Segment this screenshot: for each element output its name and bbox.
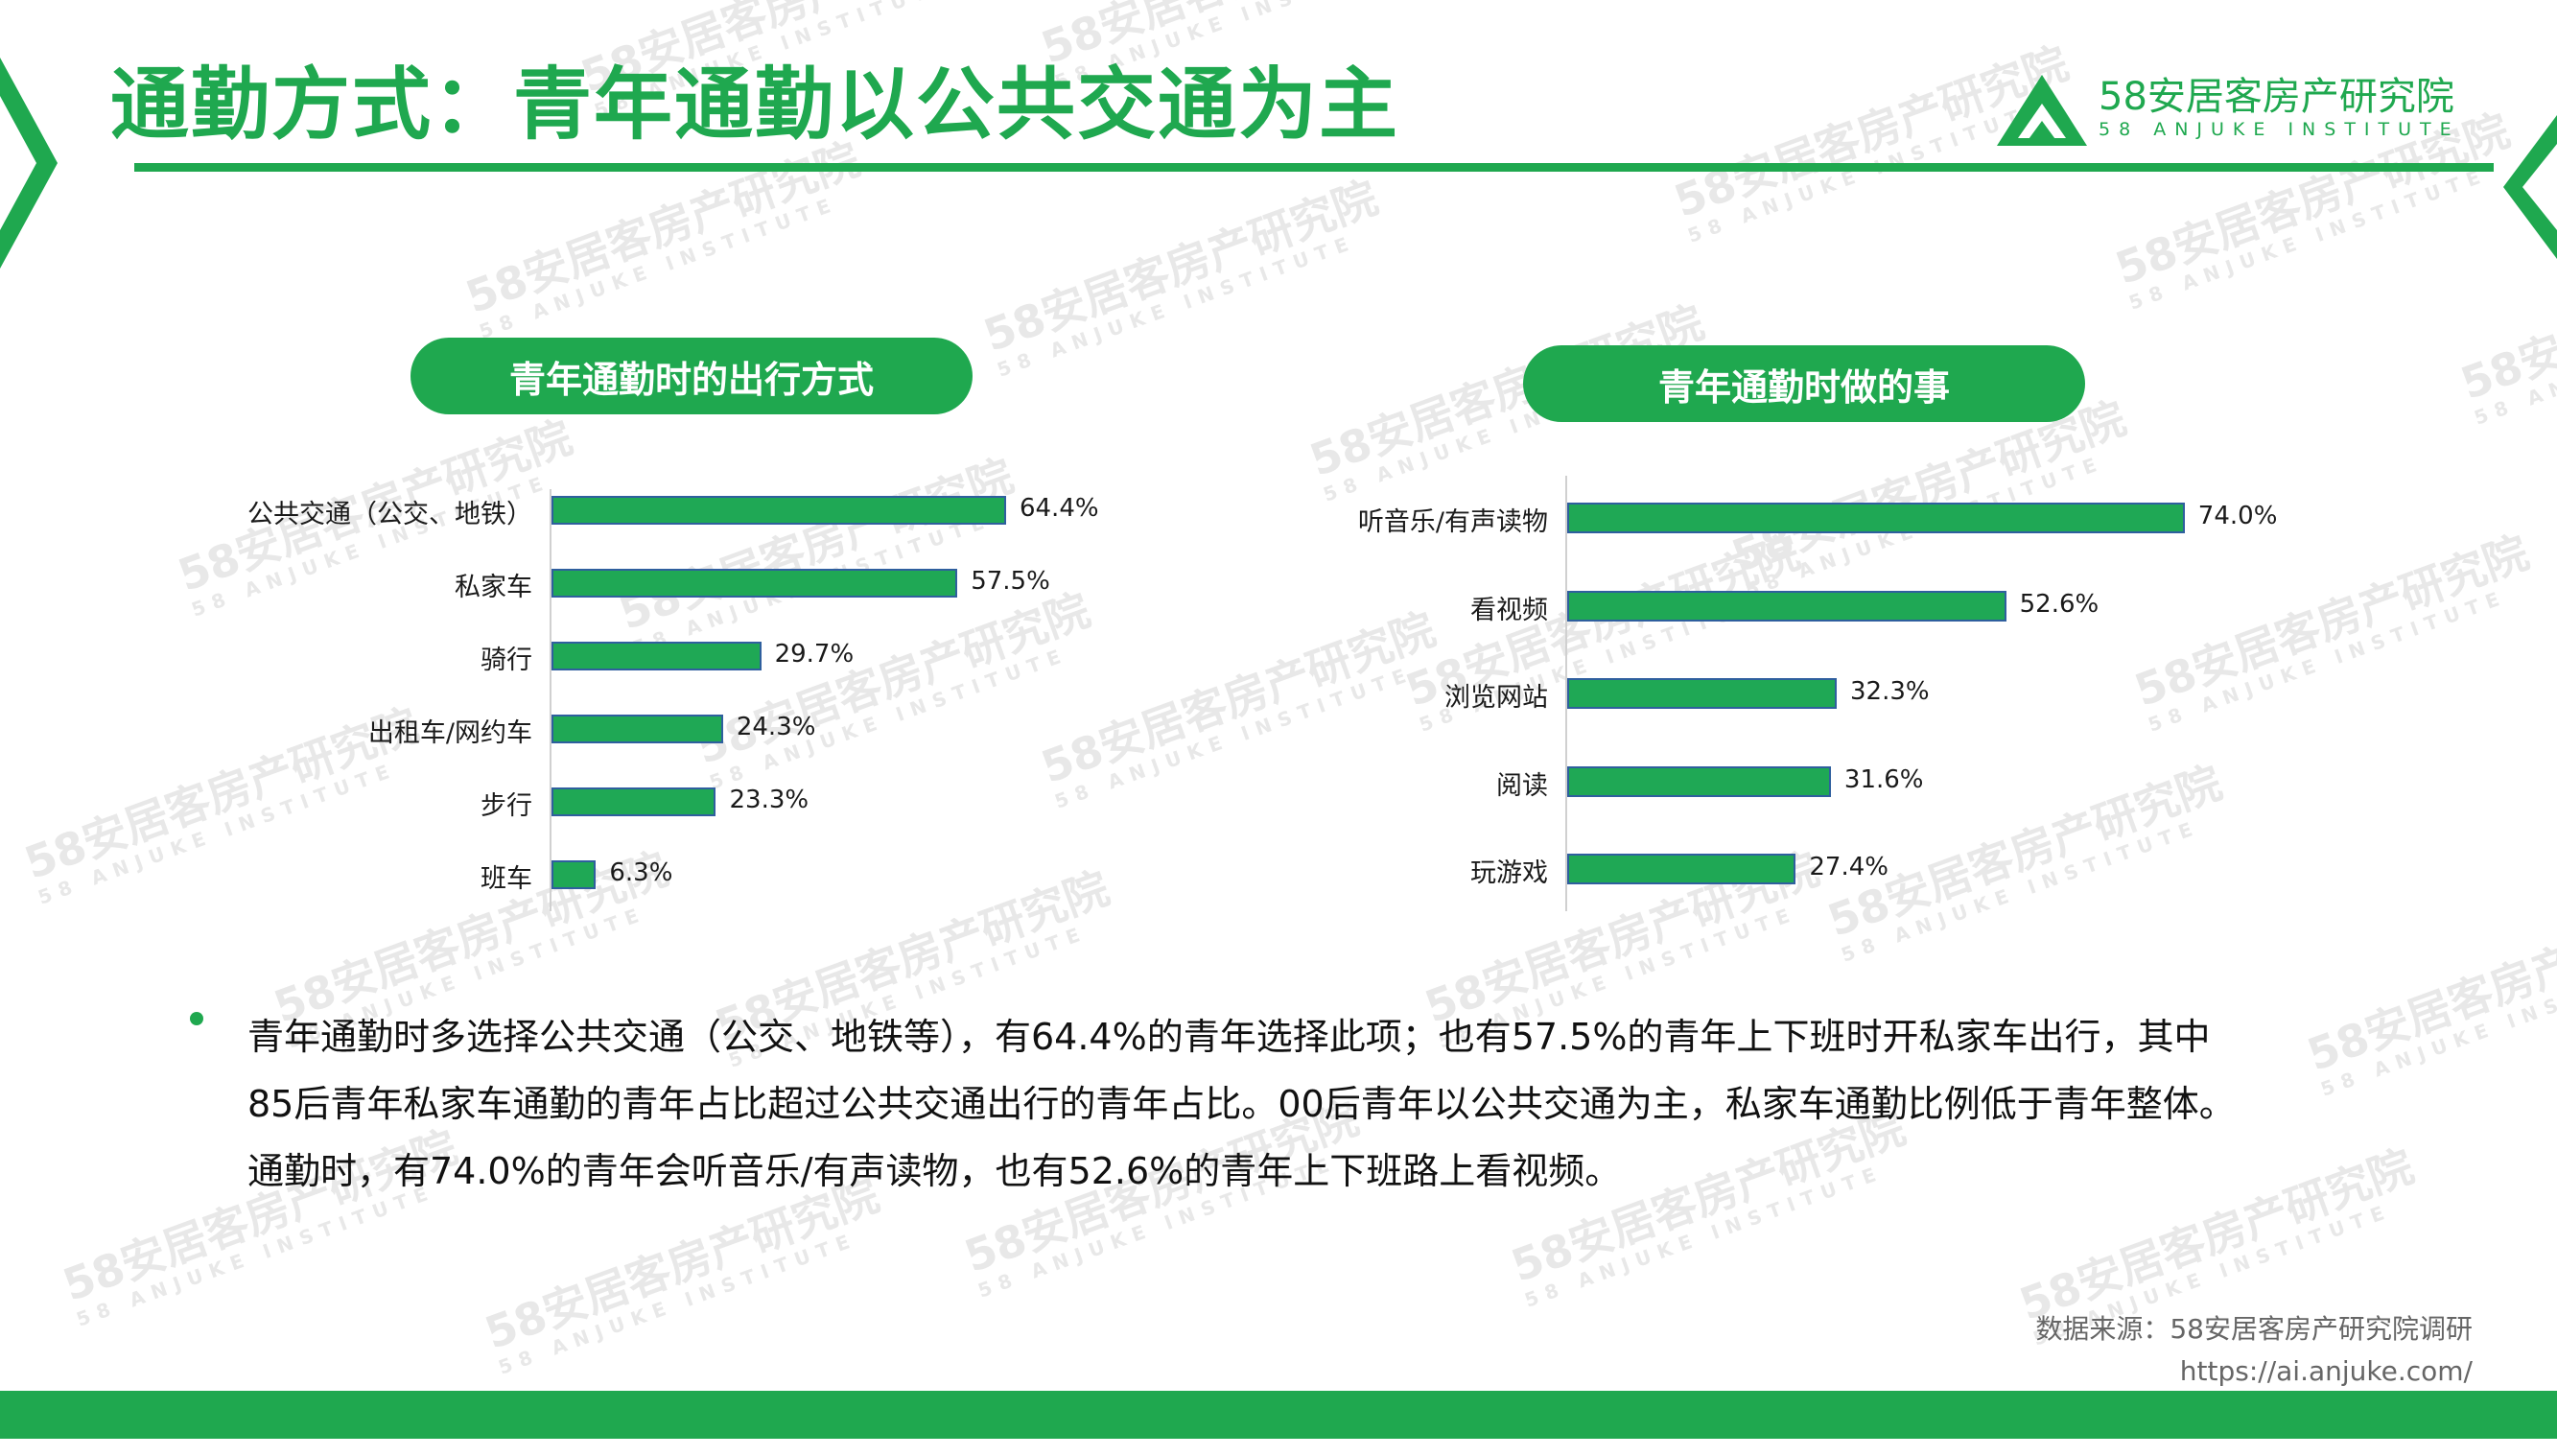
anjuke-logo-icon [1997,75,2087,146]
bar [551,715,723,743]
chart-commute-mode: 公共交通（公交、地铁） 64.4% 私家车 57.5% 骑行 29.7% 出租车/网约车 24… [144,480,1199,911]
bar [551,787,716,816]
category-label: 步行 [481,791,532,821]
bar [551,860,597,889]
chart-axis-line [550,489,551,911]
right-chevron-decoration [2503,115,2557,259]
data-label: 24.3% [736,713,816,741]
category-label: 公共交通（公交、地铁） [247,500,532,529]
page-title: 通勤方式：青年通勤以公共交通为主 [110,59,1400,151]
bar [551,496,1006,525]
bar [1567,678,1837,709]
chart-commute-activities: 听音乐/有声读物 74.0% 看视频 52.6% 浏览网站 32.3% 阅读 31.6% 玩游戏… [1247,476,2302,911]
bar [551,569,958,598]
logo-subtitle: 58 ANJUKE INSTITUTE [2099,119,2460,140]
data-label: 23.3% [729,786,809,814]
data-source: 数据来源：58安居客房产研究院调研 https://ai.anjuke.com/ [2035,1308,2473,1393]
logo-name: 58安居客房产研究院 [2099,75,2454,119]
data-label: 32.3% [1850,677,1930,706]
note-bullet-icon [190,1012,203,1025]
category-label: 出租车/网约车 [367,718,532,748]
category-label: 看视频 [1470,595,1548,625]
data-label: 29.7% [774,640,855,669]
category-label: 阅读 [1496,770,1548,801]
source-line: 数据来源：58安居客房产研究院调研 [2035,1313,2473,1345]
category-label: 浏览网站 [1444,683,1548,713]
data-label: 31.6% [1843,764,1924,794]
bar [1567,854,1796,884]
data-label: 52.6% [2019,589,2100,619]
data-label: 74.0% [2197,502,2278,530]
category-label: 骑行 [481,646,532,675]
footer-band [0,1391,2557,1439]
data-label: 64.4% [1019,494,1099,523]
bar [551,642,762,670]
bar [1567,765,1831,797]
chart2-title: 青年通勤时做的事 [1523,345,2085,422]
data-label: 57.5% [971,567,1050,596]
bar [1567,590,2006,622]
category-label: 玩游戏 [1470,858,1548,888]
category-label: 私家车 [455,573,532,602]
left-chevron-decoration [0,58,58,269]
summary-note: 青年通勤时多选择公共交通（公交、地铁等），有64.4%的青年选择此项；也有57.… [247,1016,2236,1192]
source-url[interactable]: https://ai.anjuke.com/ [2179,1355,2473,1387]
category-label: 班车 [481,864,532,894]
bar [1567,503,2185,533]
chart-axis-line [1565,476,1567,911]
chart1-title: 青年通勤时的出行方式 [411,338,973,414]
data-label: 27.4% [1809,853,1888,881]
title-divider [134,163,2494,172]
data-label: 6.3% [609,858,673,887]
category-label: 听音乐/有声读物 [1357,507,1548,537]
